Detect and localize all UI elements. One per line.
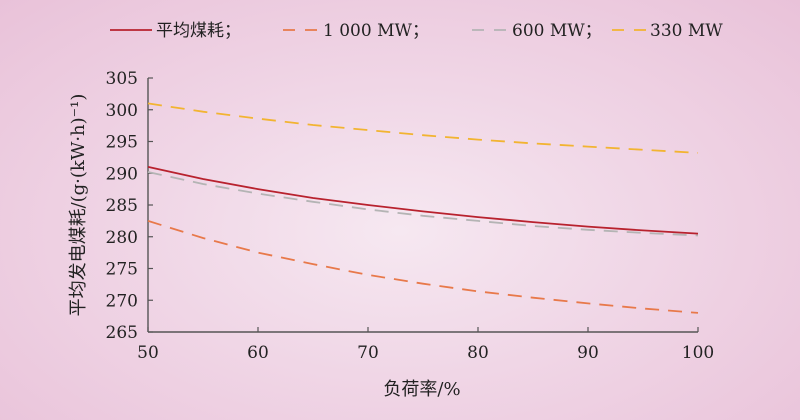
y-tick-label: 270 (106, 291, 138, 311)
y-tick-label: 275 (106, 260, 138, 280)
legend-label-3: 330 MW (650, 21, 723, 41)
x-tick-label: 50 (137, 343, 159, 363)
series-line-1 (147, 220, 699, 314)
y-tick-label: 265 (106, 323, 138, 343)
x-tick-label: 90 (577, 343, 599, 363)
x-tick-label: 60 (247, 343, 269, 363)
legend: 平均煤耗； 1 000 MW； 600 MW； 330 MW (110, 21, 723, 41)
y-axis-title: 平均发电煤耗/(g·(kW·h)⁻¹) (68, 94, 89, 317)
legend-label-1: 1 000 MW； (323, 21, 429, 41)
x-tick-label: 80 (467, 343, 489, 363)
series-line-0 (147, 166, 699, 235)
legend-label-0: 平均煤耗； (156, 21, 241, 41)
y-tick-label: 295 (106, 133, 138, 153)
plot-area (147, 102, 699, 314)
x-tick-label: 70 (357, 343, 379, 363)
legend-label-2: 600 MW； (512, 21, 602, 41)
series-line-3 (147, 102, 699, 154)
y-tick-label: 280 (106, 228, 138, 248)
axes: 265 270 275 280 285 290 295 300 305 50 60 70 80 90 100 (106, 69, 715, 363)
x-axis-title: 负荷率/% (383, 379, 460, 400)
series-line-2 (147, 171, 699, 237)
y-tick-label: 290 (106, 164, 138, 184)
y-tick-label: 305 (106, 69, 138, 89)
y-tick-label: 300 (106, 101, 138, 121)
y-tick-label: 285 (106, 196, 138, 216)
x-tick-label: 100 (682, 343, 714, 363)
